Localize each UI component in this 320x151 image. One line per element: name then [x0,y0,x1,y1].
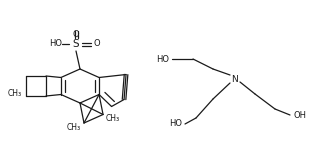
Text: N: N [232,74,238,84]
Text: CH₃: CH₃ [8,90,22,98]
Text: CH₃: CH₃ [106,114,120,123]
Text: CH₃: CH₃ [67,122,81,132]
Text: O: O [94,40,100,48]
Text: HO: HO [169,119,182,129]
Text: O: O [73,30,79,39]
Text: HO: HO [156,55,169,64]
Text: OH: OH [293,111,306,119]
Text: HO: HO [49,40,62,48]
Text: S: S [73,39,79,49]
